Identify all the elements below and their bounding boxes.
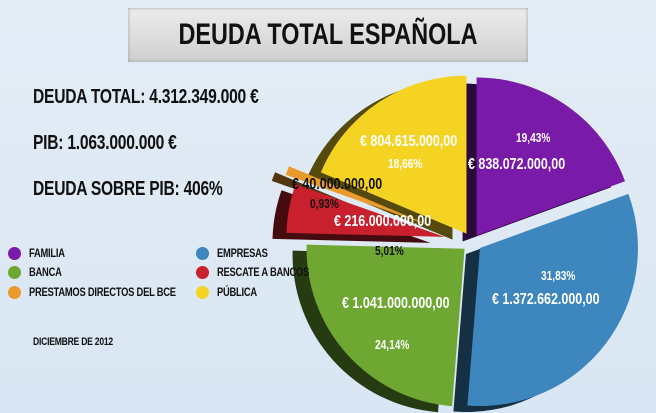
data-label-value: € 40.000.000,00 — [292, 176, 383, 193]
data-label-value: € 1.041.000.000,00 — [342, 295, 450, 312]
debt-gdp-stat: DEUDA SOBRE PIB: 406% — [33, 178, 223, 200]
legend-item-banca: BANCA — [8, 265, 71, 279]
legend-item-publica: PÚBLICA — [196, 285, 268, 299]
pie-slice-banca — [306, 244, 465, 407]
pie-slice-empresas — [467, 193, 638, 407]
legend-item-prestamos: PRESTAMOS DIRECTOS DEL BCE — [8, 285, 217, 299]
data-label-value: € 838.072.000,00 — [468, 156, 566, 173]
legend-swatch — [8, 246, 21, 260]
data-label-pct: 19,43% — [516, 130, 551, 145]
legend-swatch — [8, 285, 21, 299]
legend-item-empresas: EMPRESAS — [196, 246, 282, 260]
data-label-pct: 24,14% — [375, 337, 410, 352]
data-label-pct: 18,66% — [388, 156, 423, 171]
data-label-pct: 31,83% — [541, 268, 576, 283]
total-debt-stat: DEUDA TOTAL: 4.312.349.000 € — [33, 86, 259, 108]
legend-item-rescate: RESCATE A BANCOS — [196, 265, 335, 279]
pie-slice-familia — [476, 77, 626, 236]
data-label-value: € 216.000.000,00 — [334, 213, 432, 230]
legend-item-familia: FAMILIA — [8, 246, 75, 260]
legend-swatch — [8, 265, 21, 279]
data-label-value: € 804.615.000,00 — [360, 133, 458, 150]
pie-slice-rescate-a-bancos — [286, 184, 445, 237]
gdp-stat: PIB: 1.063.000.000 € — [33, 132, 177, 154]
title-banner: DEUDA TOTAL ESPAÑOLA — [128, 8, 528, 62]
date-label: DICIEMBRE DE 2012 — [33, 336, 113, 348]
legend-swatch — [196, 285, 209, 299]
legend-swatch — [196, 265, 209, 279]
data-label-value: € 1.372.662.000,00 — [492, 291, 600, 308]
data-label-pct: 0,93% — [310, 196, 339, 211]
page-title: DEUDA TOTAL ESPAÑOLA — [178, 18, 478, 51]
pie-slice-pública — [320, 75, 467, 234]
legend-swatch — [196, 246, 209, 260]
data-label-pct: 5,01% — [375, 243, 404, 258]
pie-slice-prestamos-directos-del-bce — [285, 166, 435, 228]
